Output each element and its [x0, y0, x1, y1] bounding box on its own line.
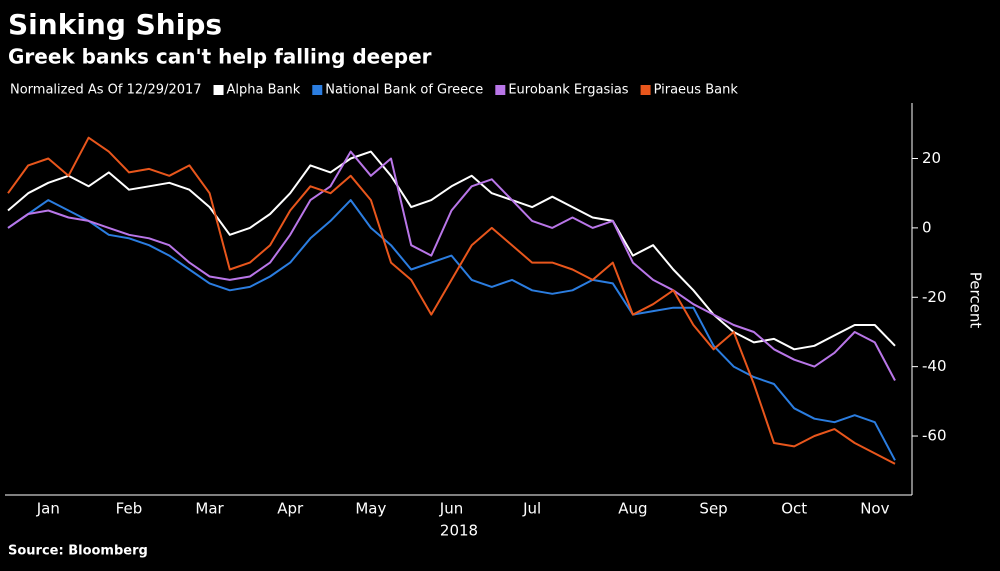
y-tick-label: -20	[922, 288, 947, 306]
legend-note: Normalized As Of 12/29/2017	[10, 83, 202, 98]
x-tick-label: Feb	[116, 500, 143, 518]
legend-label: Piraeus Bank	[654, 83, 739, 98]
y-tick-label: 0	[922, 218, 932, 236]
chart-title: Sinking Ships	[8, 8, 222, 41]
legend-label: Alpha Bank	[227, 83, 301, 98]
legend-label: National Bank of Greece	[325, 83, 483, 98]
series-line	[7, 136, 896, 465]
x-tick-label: Jul	[522, 500, 541, 518]
x-tick-label: Jan	[36, 500, 60, 518]
x-tick-label: Jun	[439, 500, 463, 518]
x-tick-label: Apr	[277, 500, 304, 518]
x-tick-label: May	[355, 500, 386, 518]
legend-swatch	[213, 85, 224, 95]
legend-swatch	[495, 85, 506, 95]
y-tick-label: -60	[922, 427, 947, 445]
series-line	[7, 199, 896, 461]
legend-swatch	[640, 85, 651, 95]
legend-swatch	[312, 85, 323, 95]
legend-label: Eurobank Ergasias	[508, 83, 628, 98]
x-tick-label: Mar	[195, 500, 224, 518]
x-tick-label: Nov	[860, 500, 889, 518]
y-tick-label: -40	[922, 357, 947, 375]
y-axis-label: Percent	[967, 272, 985, 329]
series-line	[7, 150, 896, 381]
x-tick-label: Sep	[699, 500, 727, 518]
x-tick-label: Oct	[781, 500, 807, 518]
y-tick-label: 20	[922, 149, 941, 167]
x-tick-label: Aug	[618, 500, 647, 518]
x-axis-year: 2018	[440, 522, 478, 540]
chart-subtitle: Greek banks can't help falling deeper	[8, 45, 432, 69]
source: Source: Bloomberg	[8, 544, 148, 559]
series-line	[7, 150, 896, 351]
